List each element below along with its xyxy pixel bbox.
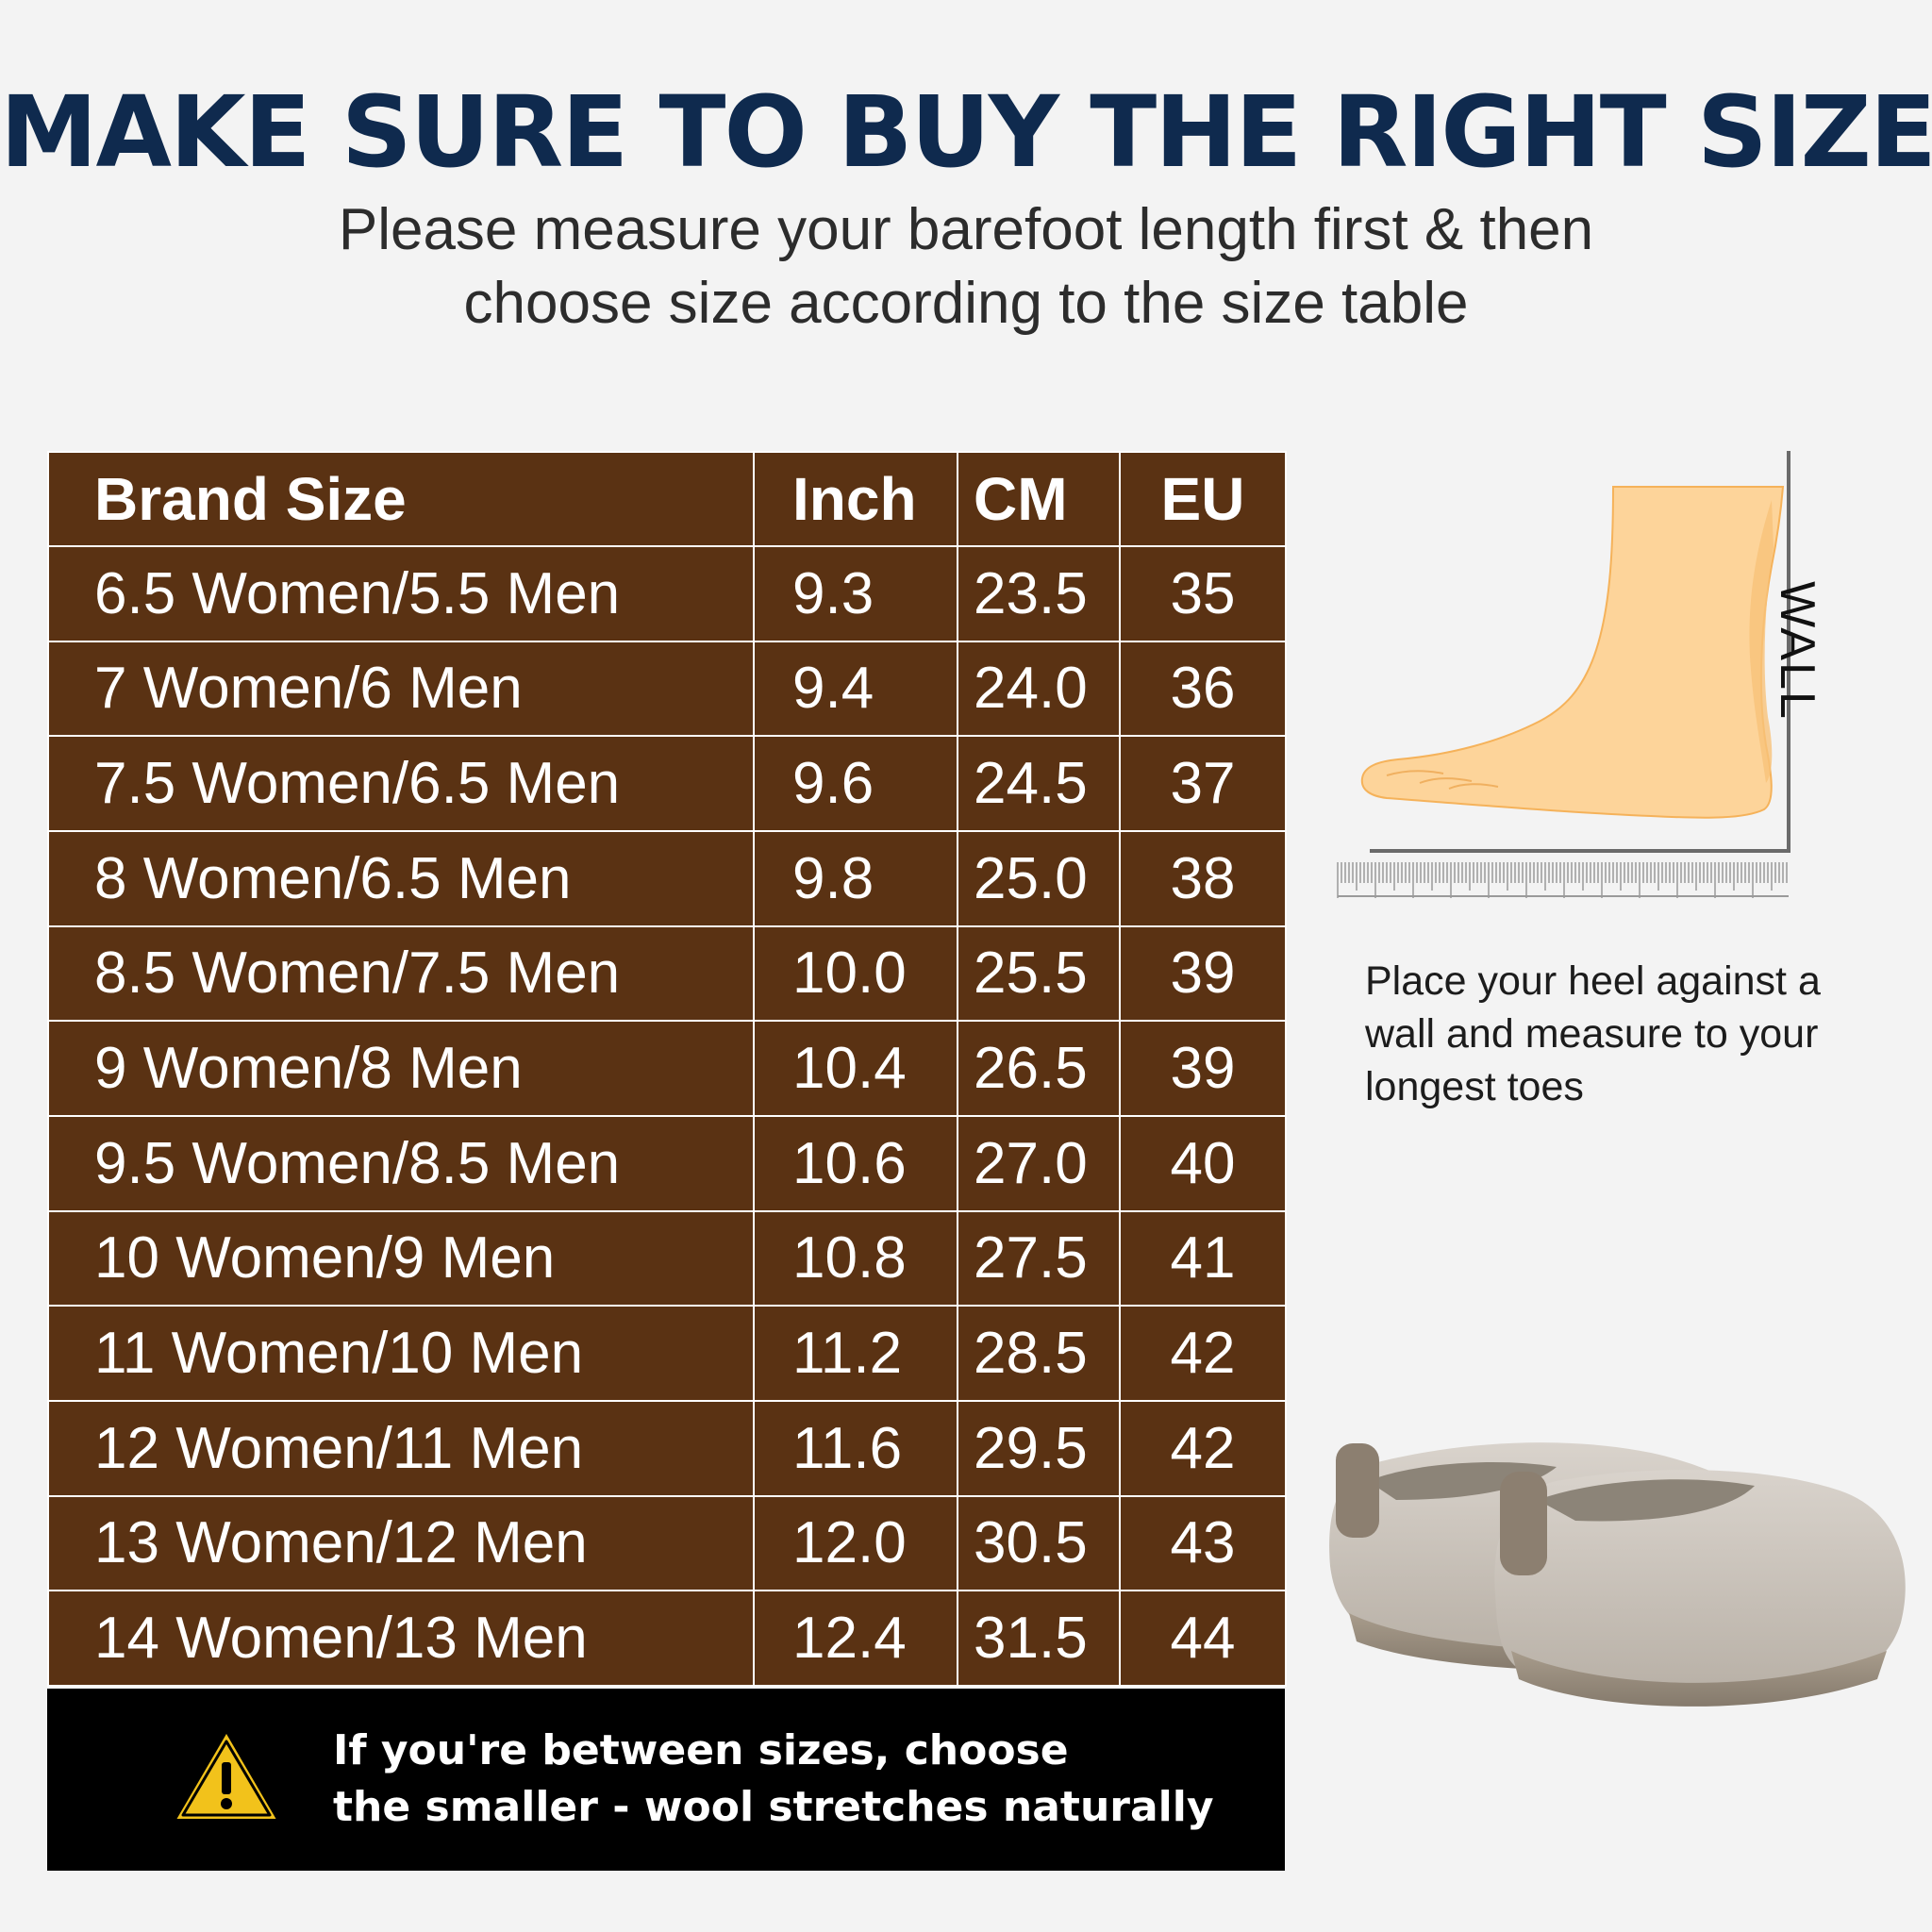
table-header-row: Brand Size Inch CM EU <box>47 451 1287 547</box>
size-table: Brand Size Inch CM EU 6.5 Women/5.5 Men … <box>47 451 1287 1687</box>
eu-cell: 36 <box>1119 640 1287 738</box>
eu-cell: 42 <box>1119 1305 1287 1402</box>
eu-cell: 38 <box>1119 829 1287 927</box>
cm-cell: 25.5 <box>957 924 1121 1023</box>
inch-cell: 10.0 <box>753 924 958 1023</box>
foot-shadow <box>1749 500 1774 783</box>
table-row: 6.5 Women/5.5 Men 9.3 23.5 35 <box>47 545 1287 642</box>
instruction-line-3: longest toes <box>1365 1064 1584 1109</box>
page-subtitle: Please measure your barefoot length firs… <box>0 193 1932 341</box>
eu-cell: 40 <box>1119 1114 1287 1212</box>
table-row: 10 Women/9 Men 10.8 27.5 41 <box>47 1209 1287 1307</box>
warning-icon <box>172 1728 281 1823</box>
foot-measurement-diagram <box>1337 451 1790 898</box>
brand-size-cell: 12 Women/11 Men <box>47 1399 755 1497</box>
inch-cell: 12.4 <box>753 1590 958 1687</box>
brand-size-cell: 10 Women/9 Men <box>47 1209 755 1307</box>
column-header-inch: Inch <box>753 451 958 547</box>
slipper-front <box>1494 1470 1906 1696</box>
column-header-eu: EU <box>1119 451 1287 547</box>
cm-cell: 30.5 <box>957 1494 1121 1592</box>
brand-size-cell: 9.5 Women/8.5 Men <box>47 1114 755 1212</box>
heel-tab-front <box>1500 1472 1547 1575</box>
table-row: 12 Women/11 Men 11.6 29.5 42 <box>47 1399 1287 1497</box>
brand-size-cell: 14 Women/13 Men <box>47 1590 755 1687</box>
instruction-line-2: wall and measure to your <box>1365 1011 1819 1057</box>
eu-cell: 42 <box>1119 1399 1287 1497</box>
cm-cell: 29.5 <box>957 1399 1121 1497</box>
inch-cell: 10.8 <box>753 1209 958 1307</box>
brand-size-cell: 8.5 Women/7.5 Men <box>47 924 755 1023</box>
inch-cell: 12.0 <box>753 1494 958 1592</box>
brand-size-cell: 11 Women/10 Men <box>47 1305 755 1402</box>
wall-label: WALL <box>1770 581 1824 721</box>
sizing-tip-text: If you're between sizes, choose the smal… <box>333 1723 1214 1836</box>
cm-cell: 24.0 <box>957 640 1121 738</box>
inch-cell: 9.4 <box>753 640 958 738</box>
tip-line-1: If you're between sizes, choose <box>333 1726 1069 1774</box>
tip-line-2: the smaller - wool stretches naturally <box>333 1783 1214 1831</box>
cm-cell: 27.0 <box>957 1114 1121 1212</box>
cm-cell: 27.5 <box>957 1209 1121 1307</box>
brand-size-cell: 8 Women/6.5 Men <box>47 829 755 927</box>
brand-size-cell: 7.5 Women/6.5 Men <box>47 735 755 832</box>
table-row: 7 Women/6 Men 9.4 24.0 36 <box>47 640 1287 738</box>
cm-cell: 28.5 <box>957 1305 1121 1402</box>
brand-size-cell: 13 Women/12 Men <box>47 1494 755 1592</box>
table-row: 11 Women/10 Men 11.2 28.5 42 <box>47 1305 1287 1402</box>
inch-cell: 9.6 <box>753 735 958 832</box>
subtitle-line-2: choose size according to the size table <box>463 271 1469 336</box>
eu-cell: 35 <box>1119 545 1287 642</box>
column-header-brand-size: Brand Size <box>47 451 755 547</box>
eu-cell: 41 <box>1119 1209 1287 1307</box>
cm-cell: 26.5 <box>957 1020 1121 1117</box>
table-row: 9 Women/8 Men 10.4 26.5 39 <box>47 1020 1287 1117</box>
column-header-cm: CM <box>957 451 1121 547</box>
inch-cell: 10.6 <box>753 1114 958 1212</box>
heel-tab-back <box>1336 1443 1379 1538</box>
eu-cell: 37 <box>1119 735 1287 832</box>
inch-cell: 10.4 <box>753 1020 958 1117</box>
table-row: 7.5 Women/6.5 Men 9.6 24.5 37 <box>47 735 1287 832</box>
ruler-icon <box>1337 862 1788 898</box>
cm-cell: 31.5 <box>957 1590 1121 1687</box>
eu-cell: 43 <box>1119 1494 1287 1592</box>
page-title: MAKE SURE TO BUY THE RIGHT SIZE <box>0 75 1932 190</box>
cm-cell: 24.5 <box>957 735 1121 832</box>
slipper-back-opening <box>1368 1462 1557 1500</box>
eu-cell: 39 <box>1119 924 1287 1023</box>
table-row: 8.5 Women/7.5 Men 10.0 25.5 39 <box>47 924 1287 1023</box>
eu-cell: 44 <box>1119 1590 1287 1687</box>
inch-cell: 9.3 <box>753 545 958 642</box>
cm-cell: 23.5 <box>957 545 1121 642</box>
table-row: 9.5 Women/8.5 Men 10.6 27.0 40 <box>47 1114 1287 1212</box>
brand-size-cell: 6.5 Women/5.5 Men <box>47 545 755 642</box>
measure-instruction: Place your heel against a wall and measu… <box>1365 955 1893 1113</box>
sizing-tip-banner: If you're between sizes, choose the smal… <box>47 1689 1285 1871</box>
slipper-front-opening <box>1538 1479 1755 1522</box>
foot-illustration <box>1360 486 1785 819</box>
inch-cell: 11.6 <box>753 1399 958 1497</box>
subtitle-line-1: Please measure your barefoot length firs… <box>338 197 1594 262</box>
brand-size-cell: 9 Women/8 Men <box>47 1020 755 1117</box>
instruction-line-1: Place your heel against a <box>1365 958 1821 1004</box>
inch-cell: 11.2 <box>753 1305 958 1402</box>
cm-cell: 25.0 <box>957 829 1121 927</box>
table-row: 14 Women/13 Men 12.4 31.5 44 <box>47 1590 1287 1687</box>
table-row: 8 Women/6.5 Men 9.8 25.0 38 <box>47 829 1287 927</box>
inch-cell: 9.8 <box>753 829 958 927</box>
eu-cell: 39 <box>1119 1020 1287 1117</box>
brand-size-cell: 7 Women/6 Men <box>47 640 755 738</box>
toe-lines <box>1386 770 1499 790</box>
table-row: 13 Women/12 Men 12.0 30.5 43 <box>47 1494 1287 1592</box>
wool-slippers-image <box>1329 1442 1906 1707</box>
